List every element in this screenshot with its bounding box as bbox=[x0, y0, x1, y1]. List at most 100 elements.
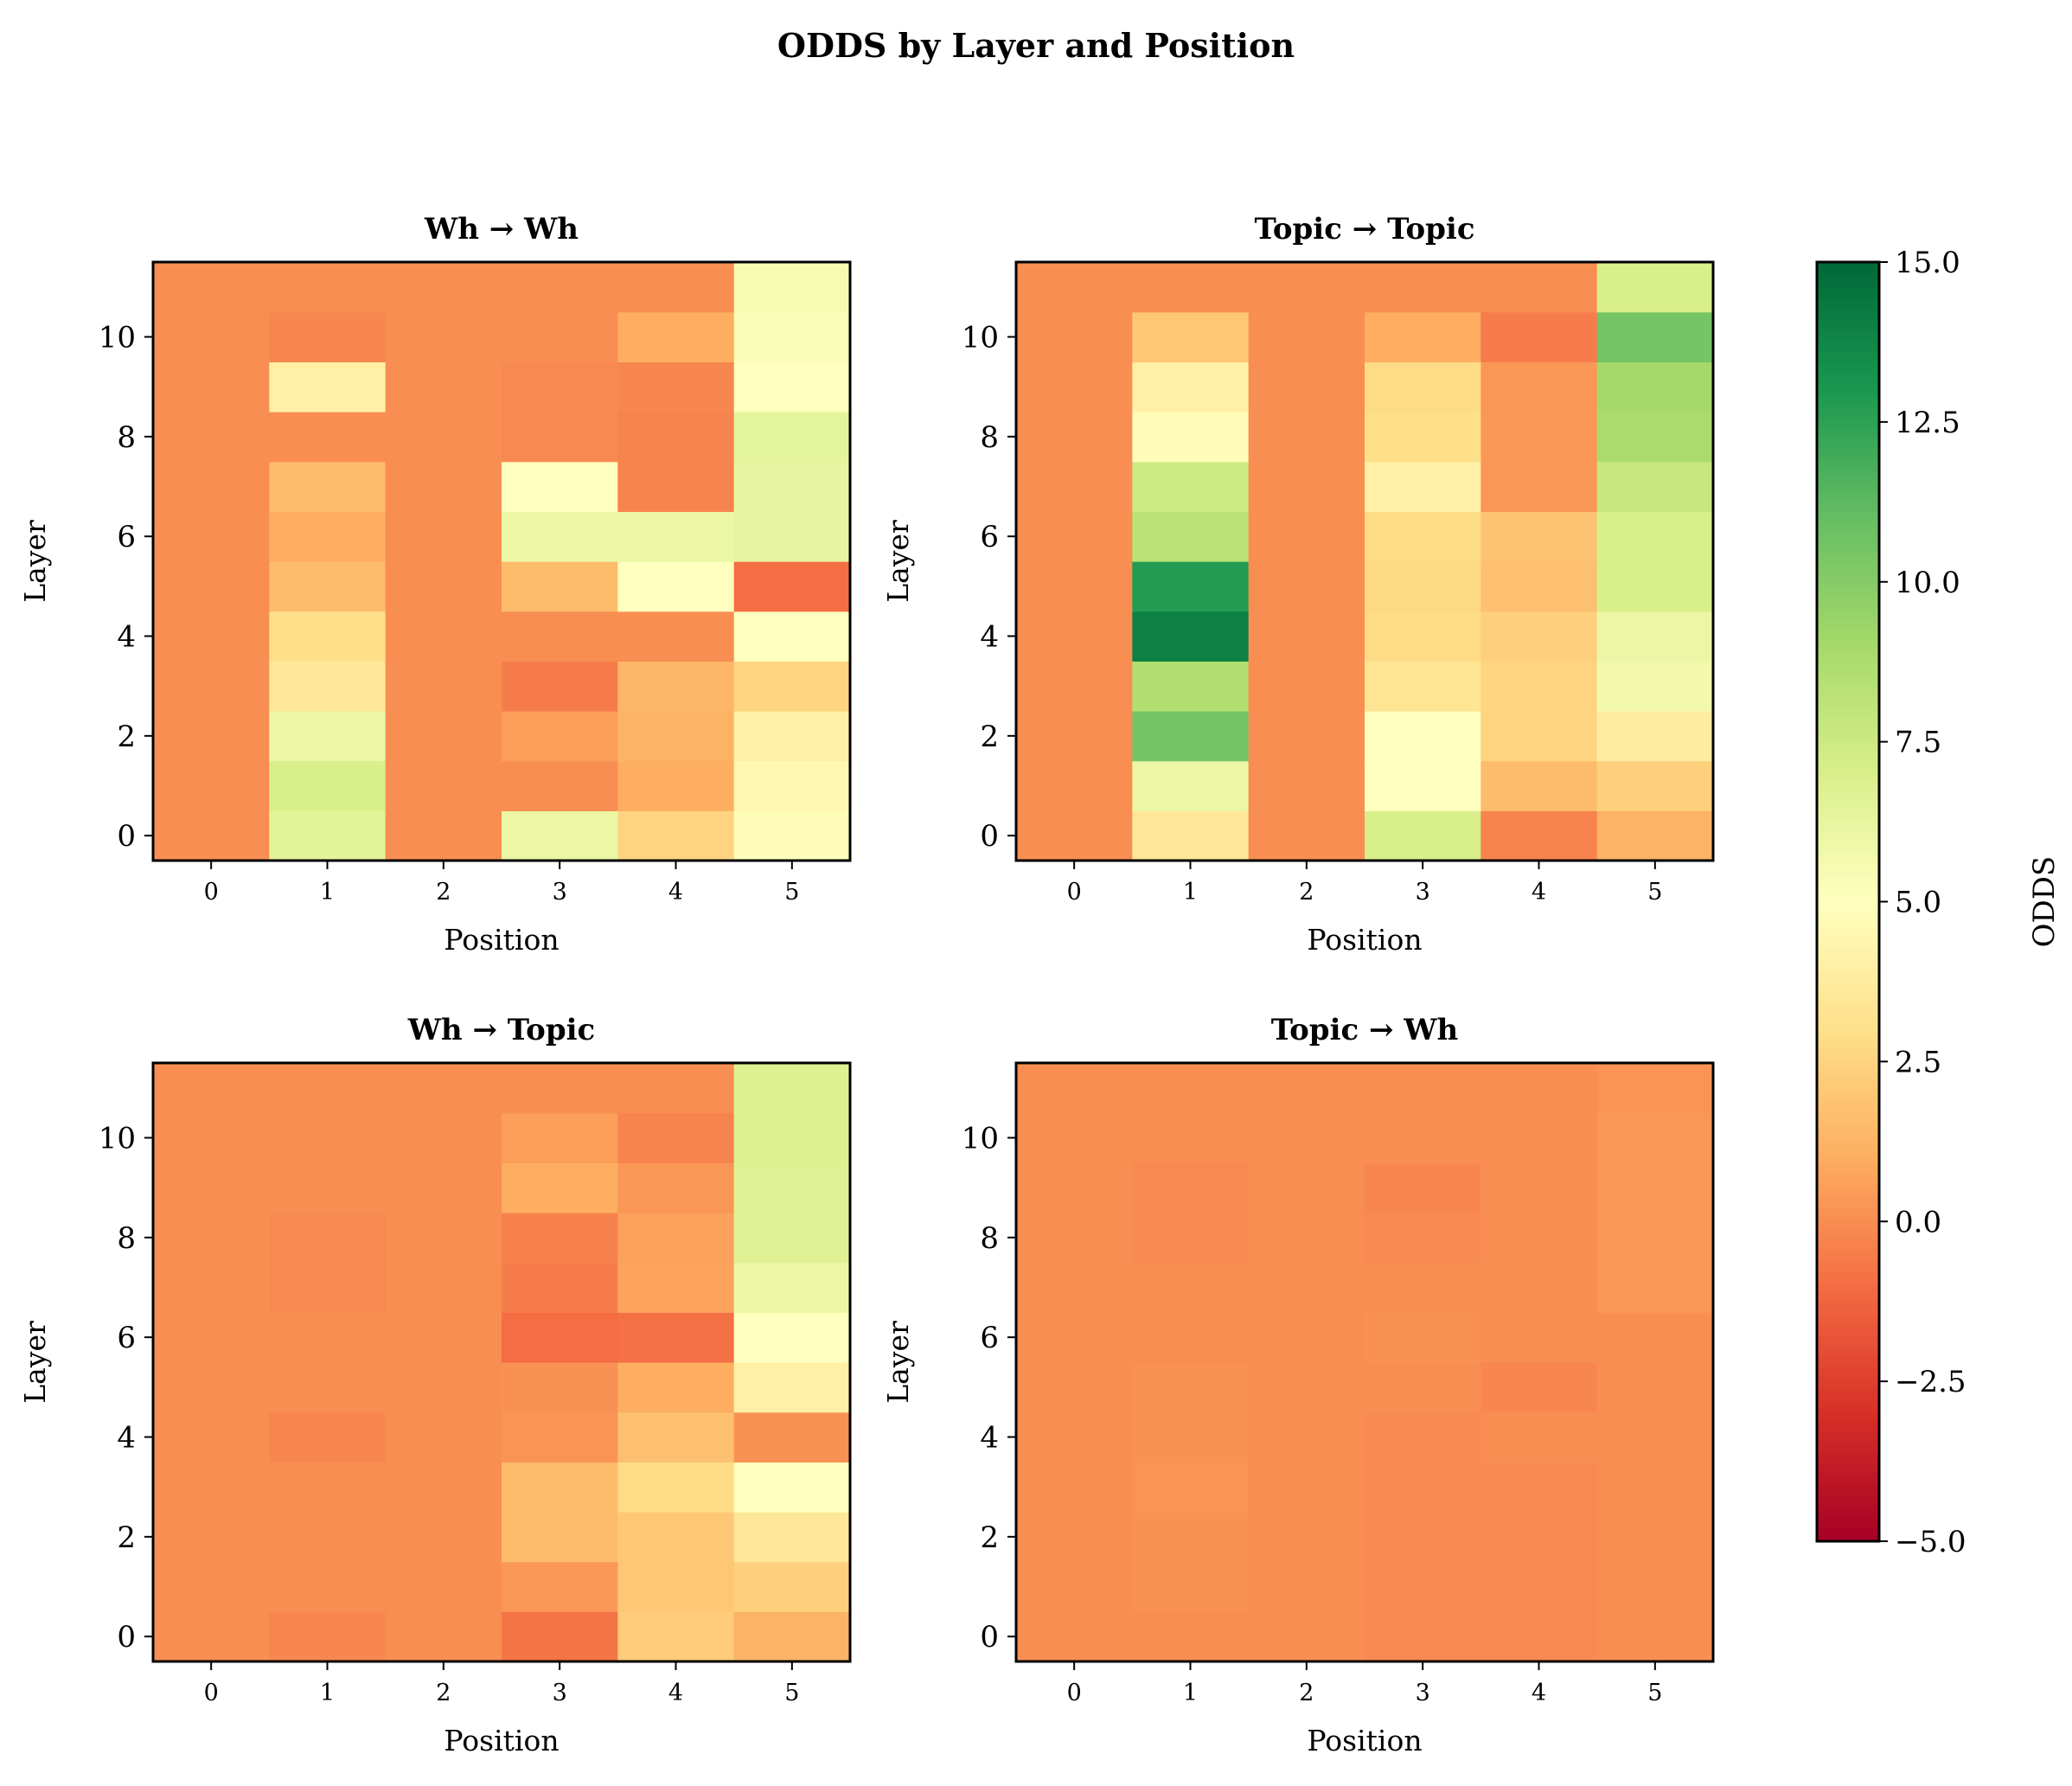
heatmap-cell bbox=[1248, 311, 1365, 362]
colorbar-segment bbox=[1817, 914, 1879, 922]
heatmap-cell bbox=[1016, 1312, 1133, 1363]
heatmap-cell bbox=[502, 461, 618, 512]
heatmap-cell bbox=[153, 1262, 270, 1313]
heatmap-cell bbox=[1480, 1213, 1598, 1264]
heatmap-cell bbox=[385, 1362, 502, 1413]
heatmap-cell bbox=[385, 611, 502, 662]
colorbar-segment bbox=[1817, 754, 1879, 762]
heatmap-cell bbox=[617, 1462, 735, 1513]
heatmap-cell bbox=[502, 262, 618, 313]
heatmap-cell bbox=[1016, 661, 1133, 712]
colorbar-segment bbox=[1817, 1080, 1879, 1088]
heatmap-cell bbox=[617, 1063, 735, 1114]
y-tick-label: 6 bbox=[980, 1321, 999, 1355]
heatmap-cell bbox=[1016, 1412, 1133, 1463]
heatmap-cell bbox=[733, 1561, 851, 1612]
heatmap-cell bbox=[153, 760, 270, 811]
heatmap-cell bbox=[617, 1112, 735, 1163]
colorbar-segment bbox=[1817, 690, 1879, 698]
x-tick-label: 2 bbox=[436, 879, 451, 906]
heatmap-cell bbox=[153, 611, 270, 662]
colorbar-segment bbox=[1817, 1112, 1879, 1120]
heatmap-cell bbox=[269, 1561, 387, 1612]
colorbar-tick-label: −5.0 bbox=[1895, 1525, 1966, 1559]
heatmap-cell bbox=[1596, 1462, 1714, 1513]
heatmap-cell bbox=[385, 1112, 502, 1163]
colorbar-segment bbox=[1817, 1214, 1879, 1223]
colorbar-segment bbox=[1817, 1042, 1879, 1050]
panel-title: Topic → Wh bbox=[1271, 1013, 1459, 1047]
colorbar-segment bbox=[1817, 1093, 1879, 1101]
heatmap-cell bbox=[1248, 1312, 1365, 1363]
heatmap-cell bbox=[385, 461, 502, 512]
x-tick-label: 1 bbox=[320, 879, 335, 906]
heatmap-cell bbox=[269, 1362, 387, 1413]
heatmap-cell bbox=[1480, 1262, 1598, 1313]
heatmap-cell bbox=[1248, 711, 1365, 762]
heatmap-cell bbox=[1132, 1462, 1250, 1513]
heatmap-cell bbox=[1480, 1063, 1598, 1114]
heatmap-cell bbox=[1480, 1462, 1598, 1513]
heatmap-panel: Wh → Wh 0 1 2 3 4 5 0 2 4 6 8 10 Position Layer bbox=[18, 212, 852, 957]
colorbar-segment bbox=[1817, 466, 1879, 474]
colorbar-segment bbox=[1817, 952, 1879, 960]
y-tick-label: 8 bbox=[117, 1221, 136, 1256]
heatmap-cell bbox=[617, 810, 735, 861]
heatmap-cell bbox=[1132, 1512, 1250, 1563]
heatmap-cell bbox=[1248, 561, 1365, 612]
heatmap-cell bbox=[1248, 1512, 1365, 1563]
colorbar-segment bbox=[1817, 639, 1879, 647]
colorbar-segment bbox=[1817, 505, 1879, 513]
y-tick-label: 4 bbox=[980, 620, 999, 655]
heatmap-cell bbox=[1365, 461, 1481, 512]
heatmap-cell bbox=[269, 1462, 387, 1513]
heatmap-cell bbox=[1480, 362, 1598, 413]
colorbar-segment bbox=[1817, 364, 1879, 372]
colorbar-segment bbox=[1817, 1310, 1879, 1318]
colorbar-segment bbox=[1817, 1029, 1879, 1037]
heatmap-cell bbox=[269, 412, 387, 463]
colorbar-segment bbox=[1817, 325, 1879, 334]
heatmap-cell bbox=[1132, 1611, 1250, 1662]
heatmap-cell bbox=[153, 1412, 270, 1463]
colorbar-segment bbox=[1817, 460, 1879, 468]
colorbar-tick-label: 2.5 bbox=[1895, 1045, 1941, 1079]
colorbar-segment bbox=[1817, 396, 1879, 404]
x-tick-label: 4 bbox=[1532, 879, 1546, 906]
x-tick-label: 3 bbox=[1416, 1680, 1430, 1706]
heatmap-cell bbox=[1365, 1162, 1481, 1213]
heatmap-cell bbox=[153, 511, 270, 562]
heatmap-cell bbox=[1016, 1162, 1133, 1213]
y-tick-label: 6 bbox=[980, 520, 999, 554]
colorbar-segment bbox=[1817, 1413, 1879, 1421]
colorbar-tick-label: 0.0 bbox=[1895, 1205, 1941, 1239]
heatmap-cell bbox=[1016, 311, 1133, 362]
heatmap-cell bbox=[153, 1112, 270, 1163]
heatmap-cell bbox=[617, 1213, 735, 1264]
colorbar-segment bbox=[1817, 805, 1879, 813]
x-tick-label: 3 bbox=[553, 1680, 567, 1706]
heatmap-cell bbox=[1365, 611, 1481, 662]
x-tick-label: 0 bbox=[1067, 1680, 1082, 1706]
heatmap-cell bbox=[1248, 810, 1365, 861]
colorbar-segment bbox=[1817, 1393, 1879, 1402]
colorbar-segment bbox=[1817, 620, 1879, 628]
heatmap-cell bbox=[1016, 810, 1133, 861]
colorbar-segment bbox=[1817, 1240, 1879, 1248]
panel-title: Wh → Wh bbox=[424, 212, 579, 246]
colorbar-segment bbox=[1817, 1272, 1879, 1280]
colorbar-segment bbox=[1817, 1445, 1879, 1453]
heatmap-cell bbox=[269, 1063, 387, 1114]
heatmap-cell bbox=[617, 1611, 735, 1662]
heatmap-cell bbox=[1596, 262, 1714, 313]
heatmap-cell bbox=[1132, 1412, 1250, 1463]
heatmap-cell bbox=[269, 1262, 387, 1313]
x-tick-label: 1 bbox=[1183, 879, 1198, 906]
colorbar-segment bbox=[1817, 959, 1879, 967]
colorbar-segment bbox=[1817, 1221, 1879, 1229]
colorbar-segment bbox=[1817, 1259, 1879, 1267]
y-tick-label: 2 bbox=[117, 720, 136, 754]
heatmap-cell bbox=[1248, 611, 1365, 662]
colorbar-segment bbox=[1817, 485, 1879, 494]
heatmap-cell bbox=[1365, 311, 1481, 362]
